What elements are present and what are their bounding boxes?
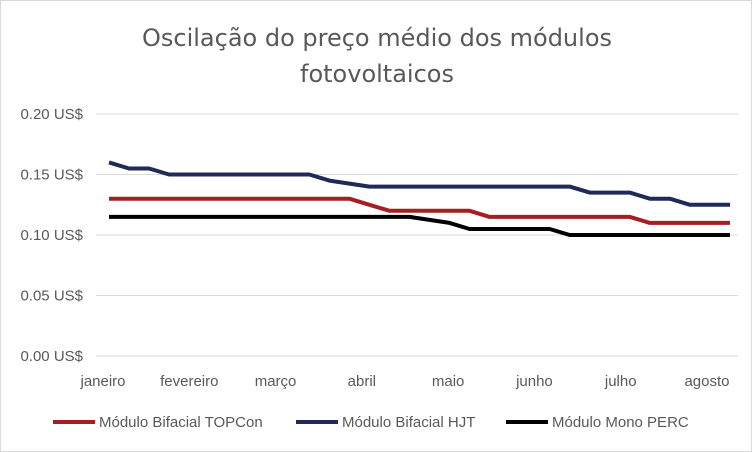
x-tick-label: julho [604,373,637,390]
x-tick-label: junho [515,373,553,390]
series-line-2 [109,214,730,237]
series-line-0 [109,196,730,225]
legend: Módulo Bifacial TOPCon Módulo Bifacial HJ… [53,414,689,431]
x-tick-label: janeiro [79,373,125,390]
y-tick-label: 0.05 US$ [20,288,83,305]
y-tick-label: 0.10 US$ [20,227,83,244]
series-lines [108,160,730,237]
legend-label-2: Módulo Mono PERC [552,414,689,431]
chart-title: Oscilação do preço médio dos módulos fot… [142,24,612,88]
x-tick-label: fevereiro [160,373,218,390]
y-axis-tick-labels: 0.00 US$ 0.05 US$ 0.10 US$ 0.15 US$ 0.20 US$ [20,106,83,365]
chart-title-line-2: fotovoltaicos [300,60,454,88]
series-line-1 [108,160,730,207]
legend-label-1: Módulo Bifacial HJT [342,414,475,431]
y-tick-label: 0.00 US$ [20,348,83,365]
x-axis-tick-labels: janeiro fevereiro março abril maio junho julho… [79,373,729,390]
x-tick-label: maio [432,373,465,390]
y-tick-label: 0.15 US$ [20,167,83,184]
x-tick-label: abril [348,373,376,390]
y-tick-label: 0.20 US$ [20,106,83,123]
legend-label-0: Módulo Bifacial TOPCon [99,414,263,431]
chart-title-line-1: Oscilação do preço médio dos módulos [142,24,612,52]
x-tick-label: março [255,373,297,390]
x-tick-label: agosto [684,373,729,390]
